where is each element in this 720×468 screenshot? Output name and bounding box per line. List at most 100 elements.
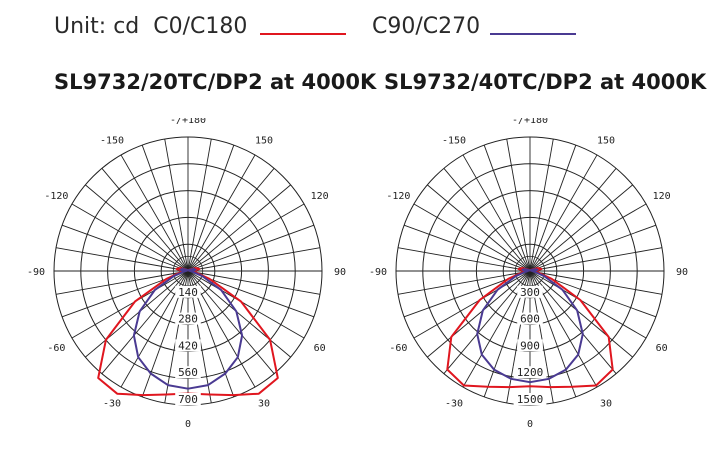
angle-label: 120 (311, 191, 329, 202)
angle-label: -120 (386, 191, 410, 202)
chart-title-left: SL9732/20TC/DP2 at 4000K (54, 70, 377, 94)
angle-label: -90 (369, 267, 387, 278)
legend-series-c90-label: C90/C270 (372, 14, 481, 39)
angle-label: 30 (258, 399, 270, 410)
grid-spoke (187, 270, 291, 358)
radial-label: 300 (520, 286, 540, 299)
radial-label: 700 (178, 393, 198, 406)
radial-label: 1200 (517, 366, 544, 379)
grid-spoke (101, 270, 189, 374)
grid-spoke (529, 224, 657, 272)
radial-label-bg (175, 339, 201, 352)
angle-label: 0 (527, 419, 533, 430)
radial-label-bg (175, 312, 201, 325)
grid-spoke (529, 144, 577, 272)
grid-spoke (187, 144, 235, 272)
radial-label: 600 (520, 313, 540, 326)
radial-label: 280 (178, 313, 198, 326)
angle-label: 30 (600, 399, 612, 410)
grid-ring-inner (514, 255, 546, 287)
legend-series-c0-label: C0/C180 (153, 14, 248, 39)
grid-spoke (529, 154, 598, 272)
series-curve-c90-c270 (476, 268, 584, 384)
radial-label: 560 (178, 366, 198, 379)
grid-spoke (101, 168, 189, 272)
grid-spoke (55, 270, 189, 295)
grid-spoke (187, 154, 256, 272)
angle-label: 150 (255, 135, 273, 146)
grid-spoke (427, 184, 531, 272)
radial-label-bg (513, 393, 547, 405)
grid-spoke (71, 270, 189, 339)
radial-label-bg (517, 312, 543, 325)
grid-spoke (529, 270, 633, 358)
grid-spoke (187, 224, 315, 272)
radial-label: 900 (520, 339, 540, 352)
grid-spoke (529, 138, 554, 272)
radial-label-bg (175, 366, 201, 379)
grid-spoke (61, 224, 189, 272)
radial-label-bg (175, 393, 201, 405)
grid-spoke (187, 247, 321, 272)
grid-spoke (462, 154, 531, 272)
grid-spoke (141, 144, 189, 272)
angle-label: -150 (442, 135, 466, 146)
angle-label: 60 (656, 343, 668, 354)
angle-label: -/+180 (512, 118, 548, 126)
grid-spoke (483, 144, 531, 272)
angle-label: 90 (676, 267, 688, 278)
grid-spoke (443, 270, 531, 374)
grid-spoke (529, 270, 617, 374)
grid-spoke (529, 270, 647, 339)
angle-label: -150 (100, 135, 124, 146)
grid-spoke (187, 168, 275, 272)
grid-spoke (187, 203, 305, 272)
radial-label-bg (517, 339, 543, 352)
grid-spoke (187, 270, 275, 374)
angle-label: -/+180 (170, 118, 206, 126)
grid-spoke (403, 224, 531, 272)
grid-spoke (443, 168, 531, 272)
legend-swatch-c90 (490, 33, 576, 35)
legend-swatch-c0 (260, 33, 346, 35)
grid-spoke (397, 270, 531, 295)
polar-chart-right: -/+180-150 150-120 120-90 90-60 60-30 3003006… (369, 118, 688, 430)
grid-spoke (187, 184, 291, 272)
radial-label-bg (517, 285, 543, 298)
angle-label: -120 (44, 191, 68, 202)
grid-spoke (71, 203, 189, 272)
grid-spoke (506, 138, 531, 272)
radial-label-bg (175, 285, 201, 298)
angle-label: -90 (27, 267, 45, 278)
grid-spoke (397, 247, 531, 272)
legend-unit-label: Unit: cd C0/C180 (54, 14, 247, 39)
grid-spoke (529, 270, 663, 295)
legend-unit: Unit: cd (54, 14, 140, 39)
grid-spoke (529, 247, 663, 272)
angle-label: -30 (103, 399, 121, 410)
chart-title-right: SL9732/40TC/DP2 at 4000K (384, 70, 707, 94)
grid-spoke (413, 203, 531, 272)
radial-label: 420 (178, 339, 198, 352)
series-curve-c90-c270 (132, 268, 244, 390)
angle-label: 90 (334, 267, 346, 278)
polar-chart-left: -/+180 -150 150 -120 120 -90 90 -60 60 -30 30 0 140 2… (27, 118, 346, 430)
angle-label: 150 (597, 135, 615, 146)
grid-spoke (413, 270, 531, 339)
angle-label: -60 (47, 343, 65, 354)
grid-ring-inner (172, 255, 204, 287)
grid-spoke (85, 184, 189, 272)
angle-label: 0 (185, 419, 191, 430)
grid-spoke (187, 270, 305, 339)
grid-spoke (164, 138, 189, 272)
grid-spoke (529, 184, 633, 272)
grid-spoke (85, 270, 189, 358)
radial-label: 140 (178, 286, 198, 299)
grid-spoke (120, 154, 189, 272)
grid-spoke (187, 138, 212, 272)
grid-spoke (55, 247, 189, 272)
grid-spoke (427, 270, 531, 358)
grid-spoke (187, 270, 321, 295)
radial-label-bg (513, 366, 547, 379)
grid-spoke (529, 203, 647, 272)
